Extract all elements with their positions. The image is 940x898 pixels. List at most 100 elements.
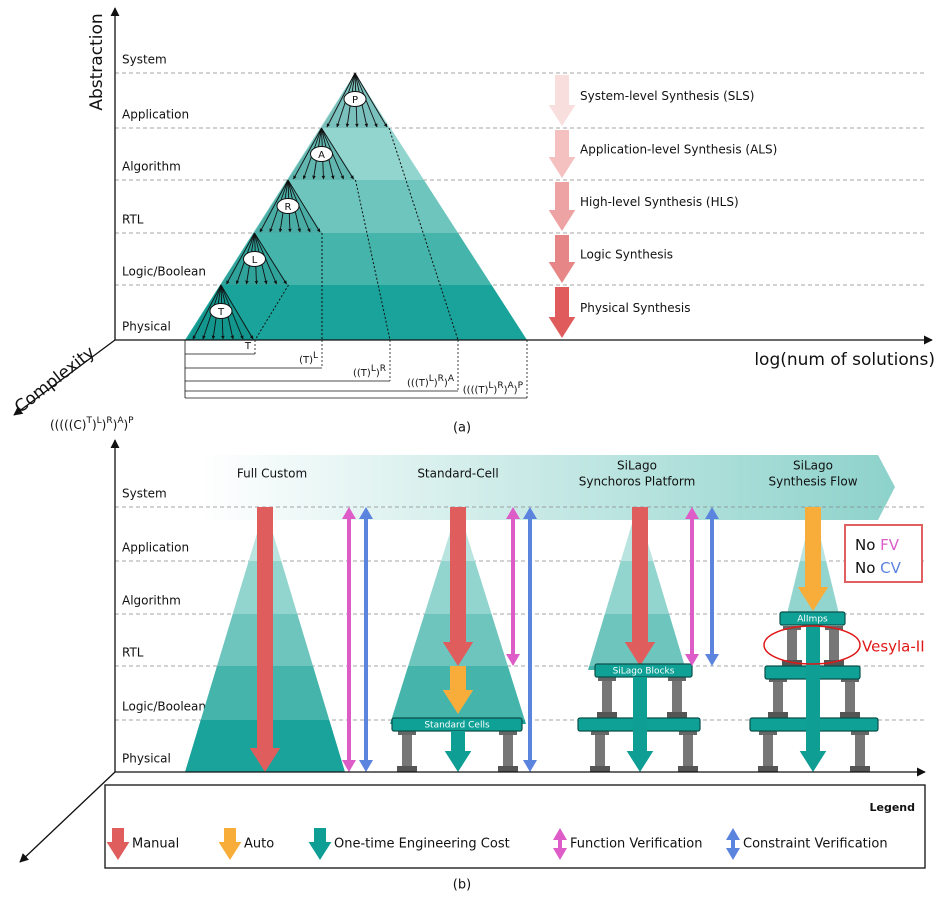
fan-arrow [226,232,255,285]
pillar-cap [398,731,416,735]
constraint-verification-arrow [359,507,373,772]
legend-icon [726,828,740,860]
text-part: No [855,536,880,554]
bracket-label: T [244,341,252,352]
pillar [845,682,855,712]
manual-arrow [624,507,656,666]
auto-arrow [797,507,829,611]
silago-blocks-block-label: SiLago Blocks [613,667,675,677]
constraint-verification-arrow [523,507,537,772]
legend-label: Function Verification [570,837,702,852]
text-part: R [497,381,503,391]
legend-label: Constraint Verification [743,837,888,852]
column-title: Standard-Cell [417,467,498,481]
x-axis-label: log(num of solutions) [754,350,935,370]
synthesis-arrow [548,287,576,338]
legend-title: Legend [869,801,915,814]
function-verification-arrow [342,507,356,772]
text-part: (((((C) [50,418,86,432]
node-label: R [285,202,292,213]
text-part: ) [123,418,128,432]
fan-arrow [293,127,322,180]
synthesis-arrow [548,75,576,126]
text-part: A [507,381,514,391]
fan-arrow [192,284,222,340]
text-part: L [371,364,376,374]
node-label: T [217,307,225,318]
bracket-label: (((T)L)R)A [407,374,455,390]
pillar [595,735,605,766]
text-part: ) [504,385,508,396]
note-line: No FV [855,536,900,554]
legend-icon [308,828,332,860]
legend-box [104,784,926,869]
pillar [787,630,797,660]
pillar [855,735,865,766]
node [243,251,266,267]
text-part: L [97,416,102,426]
node-label: A [318,150,325,161]
text-part: ((((T) [463,385,489,396]
synthesis-arrow [548,235,576,283]
text-part: T [244,341,252,352]
level-label: RTL [122,213,144,227]
legend-icon [218,828,242,860]
vesyla-label: Vesyla-II [862,638,925,656]
pillar [829,630,839,660]
note-line: No CV [855,559,902,577]
pillar-cap [499,731,517,735]
text-part: R [380,364,386,374]
pillar-cap [679,731,697,735]
legend-icon [553,828,567,860]
text-part: ) [113,418,118,432]
text-part: ) [514,385,518,396]
pillar [672,681,682,712]
manual-arrow [249,507,281,772]
band [185,180,527,233]
pillar [773,682,783,712]
step-label: High-level Synthesis (HLS) [580,195,739,209]
note-box [844,524,923,583]
function-verification-arrow [506,507,520,666]
z-axis-label: Complexity [11,343,99,418]
dotted-line [388,127,459,341]
level-label: Algorithm [122,160,181,174]
z-axis [13,339,116,416]
node [343,91,367,107]
pillar-base [590,766,610,772]
column-title: SiLago [793,459,833,473]
manual-arrow [442,507,474,666]
pillar [503,735,513,766]
band [185,285,527,340]
text-part: ) [92,418,97,432]
column-title: Synthesis Flow [768,475,857,489]
pillar [402,735,412,766]
pillar-base [758,766,778,772]
text-part: R [438,374,444,384]
pillar-base [824,660,844,666]
fan-arrow [354,72,388,128]
pillar [763,735,773,766]
vesyla-ellipse [763,625,861,665]
pillar [683,735,693,766]
node [276,198,300,214]
text-part: P [128,416,134,426]
pillar-base [667,712,687,718]
diagram: SystemApplicationAlgorithmRTLLogic/Boole… [11,7,935,893]
level-label: Logic/Boolean [122,265,206,279]
node-label: P [352,95,358,106]
function-verification-arrow [685,507,699,666]
level-label: Physical [122,752,171,766]
node-label: L [252,255,258,266]
pillar-cap [591,731,609,735]
constraint-verification-arrow [705,507,719,666]
text-part: ((T) [353,368,371,379]
caption: (a) [453,421,471,436]
pillar-cap [759,731,777,735]
pillar-base [597,712,617,718]
text-part: FV [880,536,900,554]
z-axis [19,771,116,863]
step-label: System-level Synthesis (SLS) [580,89,754,103]
text-part: T [85,416,92,426]
